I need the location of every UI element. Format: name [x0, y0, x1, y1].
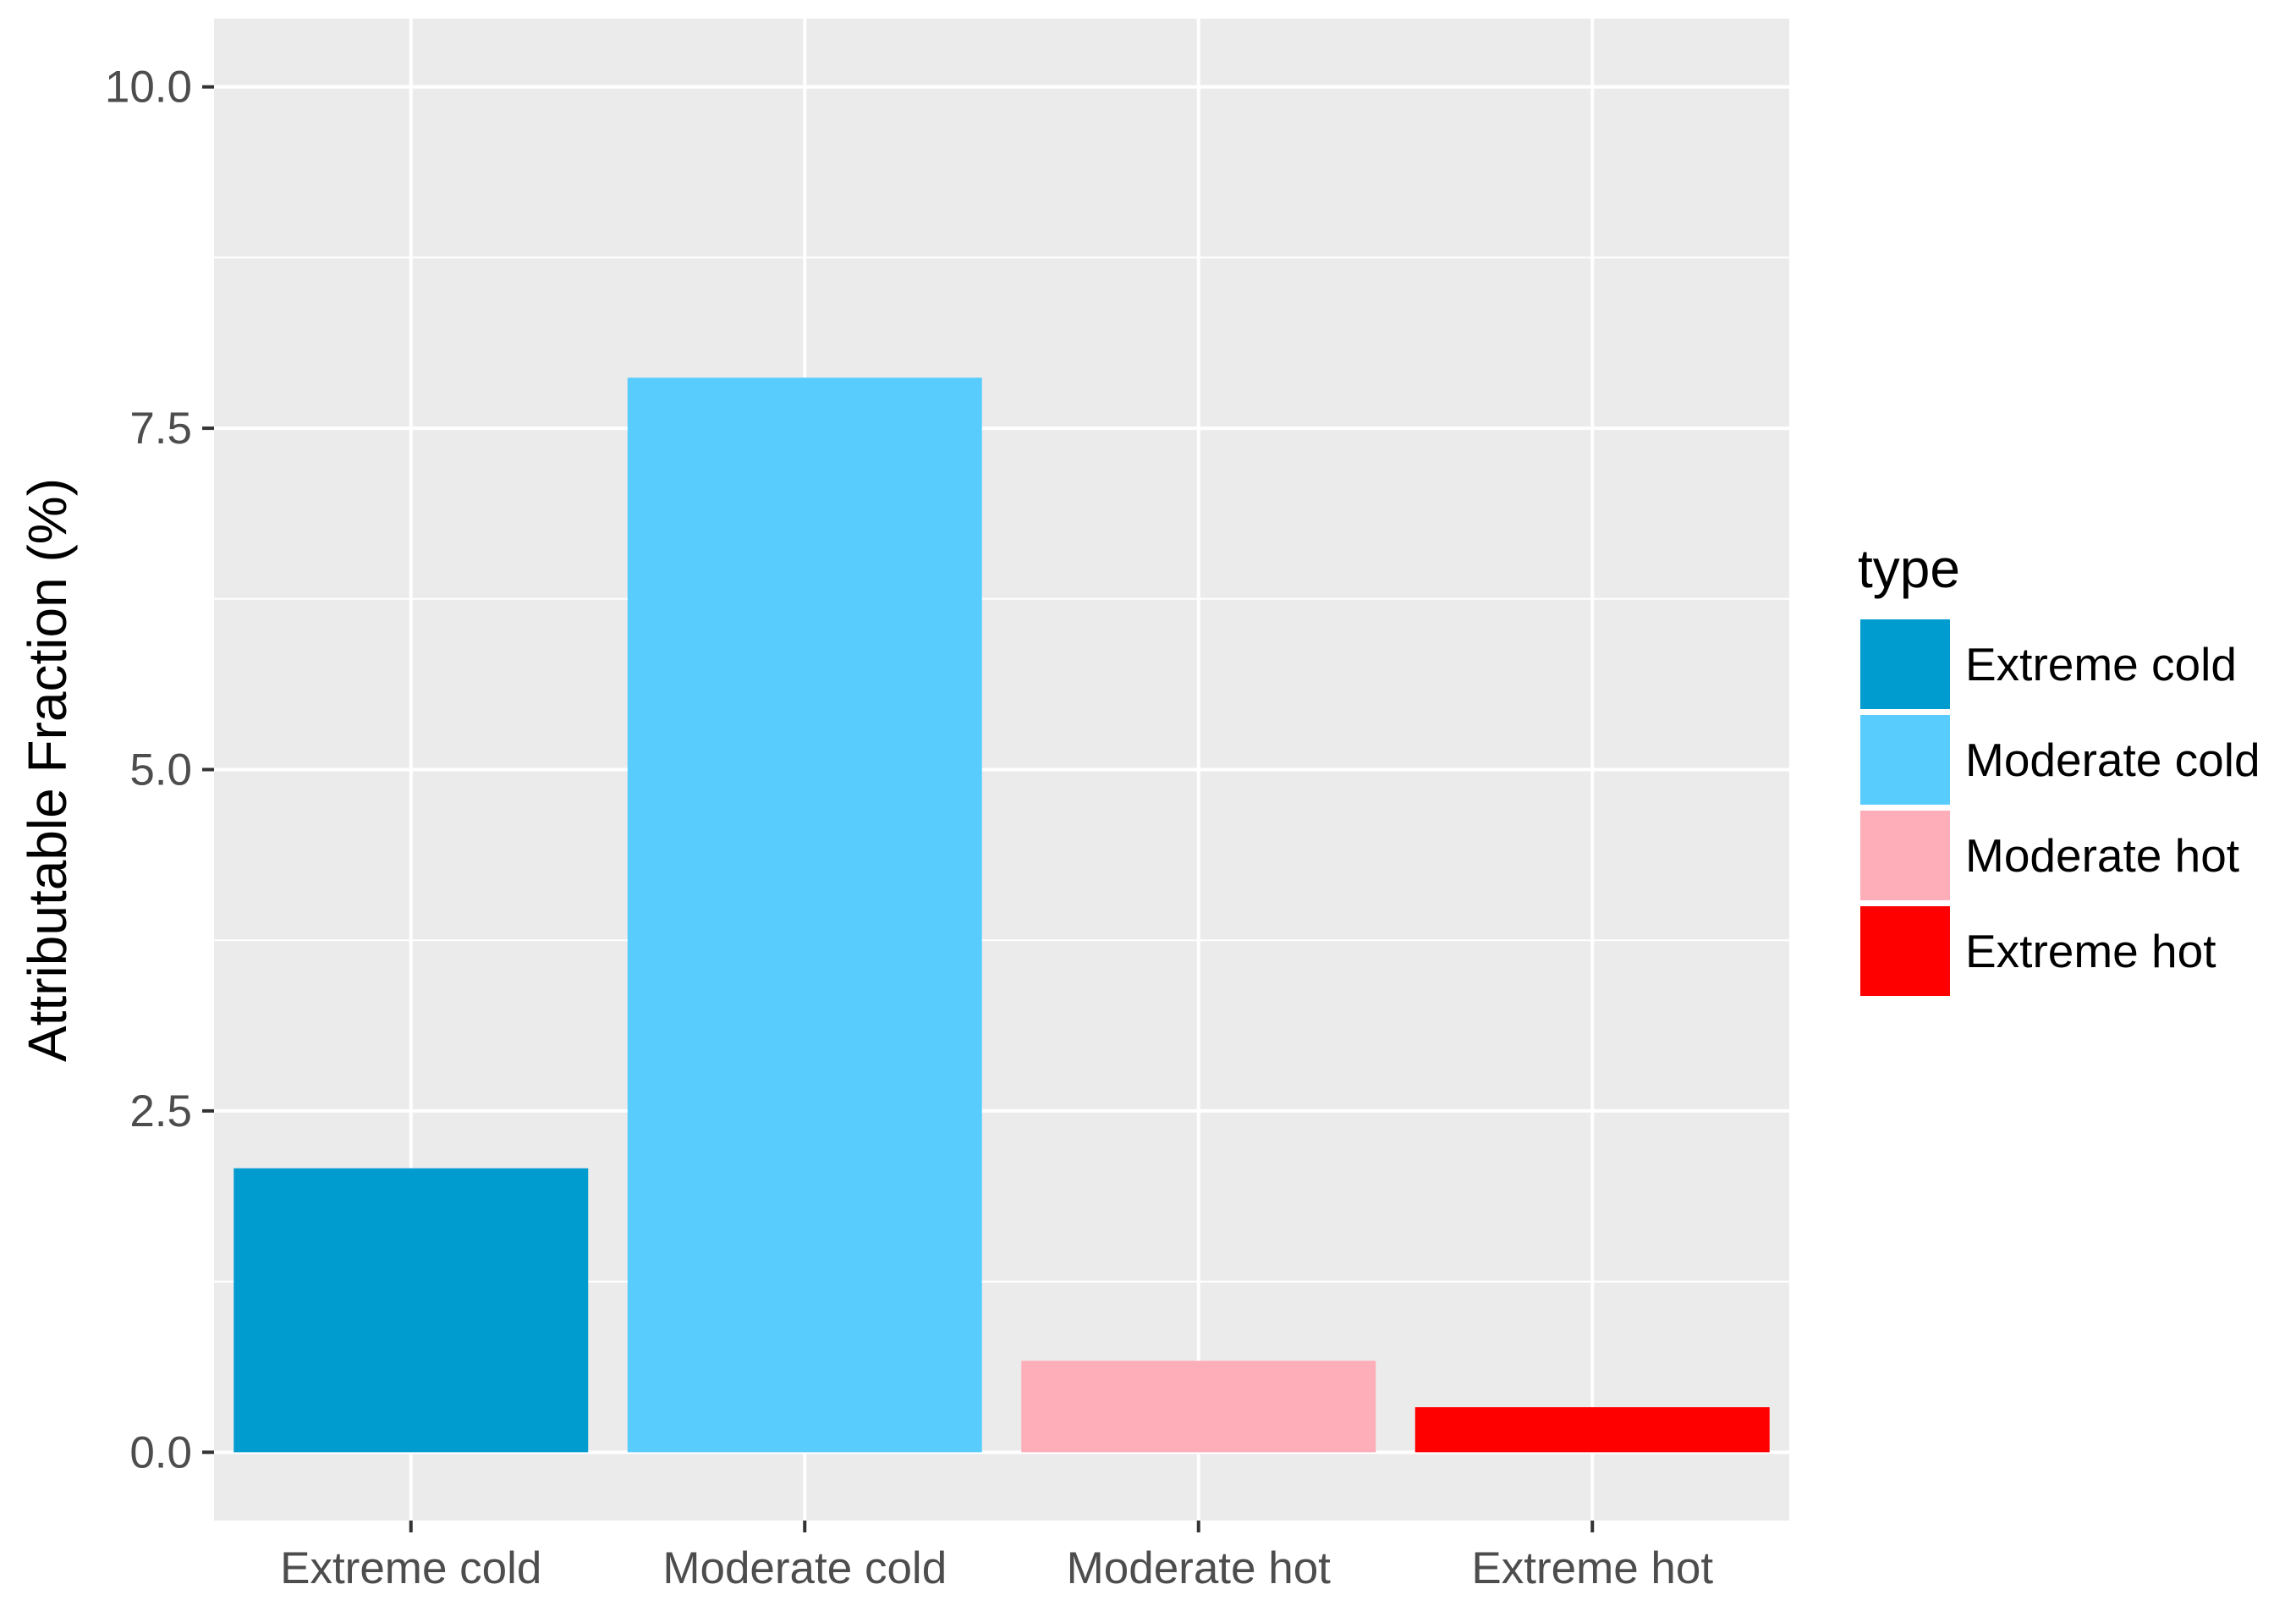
y-tick-label: 2.5: [129, 1086, 192, 1136]
bars: [233, 377, 1770, 1453]
legend-label: Extreme hot: [1965, 925, 2216, 977]
legend-key: [1860, 619, 1950, 709]
legend: type Extreme cold Moderate cold Moderate h…: [1858, 538, 2260, 996]
x-tick-label: Moderate cold: [662, 1543, 947, 1593]
x-tick-label: Extreme cold: [280, 1543, 541, 1593]
y-tick-label: 10.0: [105, 63, 192, 113]
legend-label: Extreme cold: [1965, 638, 2237, 690]
x-tick-label: Extreme hot: [1471, 1543, 1713, 1593]
y-axis-title: Attributable Fraction (%): [17, 478, 78, 1062]
y-axis: 0.0 2.5 5.0 7.5 10.0: [105, 63, 214, 1477]
bar-extreme-hot: [1414, 1407, 1770, 1453]
x-axis: Extreme cold Moderate cold Moderate hot Ext…: [280, 1521, 1713, 1593]
legend-key: [1860, 906, 1950, 996]
x-tick-label: Moderate hot: [1067, 1543, 1332, 1593]
legend-label: Moderate cold: [1965, 734, 2260, 786]
bar-moderate-hot: [1021, 1361, 1376, 1453]
legend-key: [1860, 715, 1950, 805]
bar-extreme-cold: [233, 1168, 589, 1453]
y-tick-label: 7.5: [129, 404, 192, 454]
legend-label: Moderate hot: [1965, 829, 2239, 882]
bar-moderate-cold: [627, 377, 982, 1453]
legend-key: [1860, 811, 1950, 900]
y-tick-label: 0.0: [129, 1427, 192, 1477]
y-tick-label: 5.0: [129, 745, 192, 795]
legend-title: type: [1858, 538, 1960, 599]
